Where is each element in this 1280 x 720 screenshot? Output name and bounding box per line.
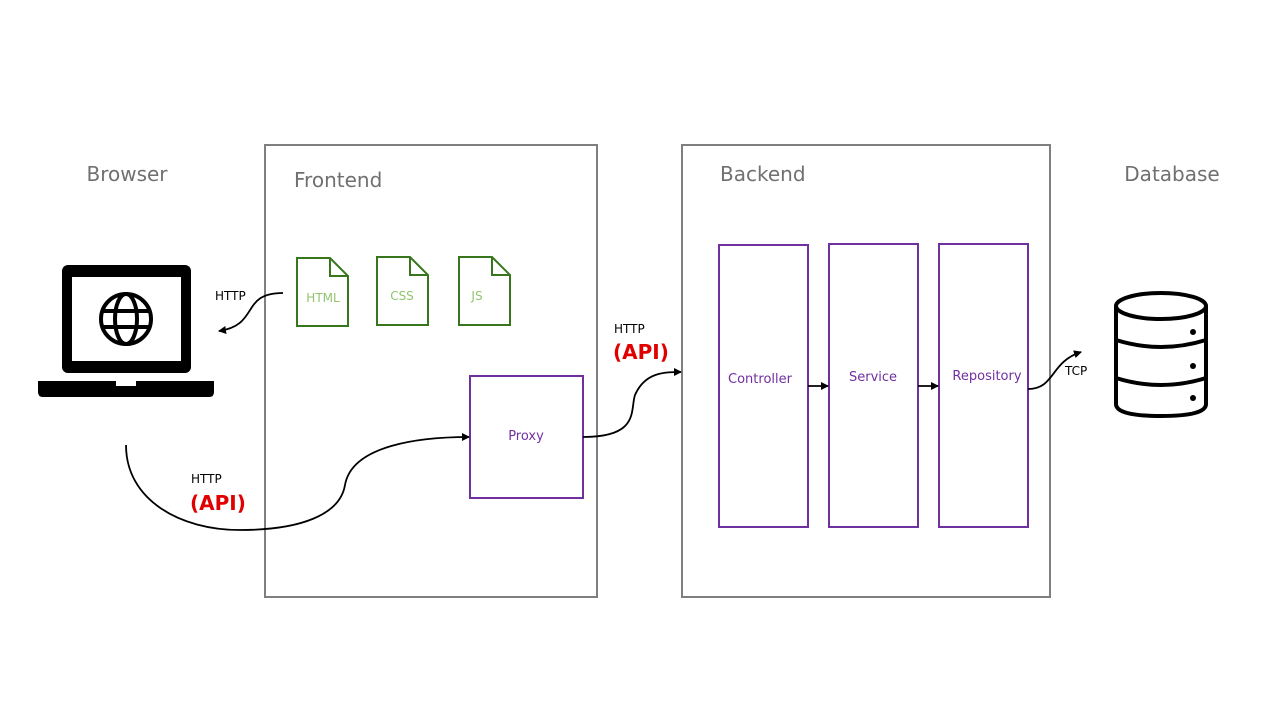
- file-label: HTML: [306, 291, 340, 305]
- backend-title: Backend: [720, 162, 806, 186]
- edge-note: (API): [613, 340, 669, 364]
- file-icon: [376, 256, 429, 326]
- edge: [1027, 350, 1082, 390]
- edge-label: TCP: [1064, 364, 1087, 378]
- component-box: [828, 243, 919, 528]
- proxy-label: Proxy: [508, 429, 544, 444]
- file-label: CSS: [390, 289, 414, 303]
- edge-note: (API): [190, 491, 246, 515]
- edge: [125, 433, 470, 531]
- component-label: Repository: [952, 369, 1021, 384]
- file-label: JS: [470, 289, 482, 303]
- frontend-title: Frontend: [294, 168, 382, 192]
- edge: [218, 292, 284, 334]
- database-icon: [1114, 291, 1208, 419]
- backend-box: [681, 144, 1051, 598]
- file-icon: [458, 256, 511, 326]
- edge: [582, 368, 682, 438]
- file-icon: [296, 257, 349, 327]
- edge-label: HTTP: [614, 322, 645, 336]
- edge-label: HTTP: [215, 289, 246, 303]
- edge-label: HTTP: [191, 472, 222, 486]
- laptop-icon: [38, 265, 214, 397]
- proxy-box: [469, 375, 584, 499]
- component-box: [938, 243, 1029, 528]
- component-label: Service: [849, 370, 897, 385]
- database-label: Database: [1124, 162, 1219, 186]
- component-label: Controller: [728, 372, 793, 387]
- component-box: [718, 244, 809, 528]
- frontend-box: [264, 144, 598, 598]
- browser-label: Browser: [86, 162, 168, 186]
